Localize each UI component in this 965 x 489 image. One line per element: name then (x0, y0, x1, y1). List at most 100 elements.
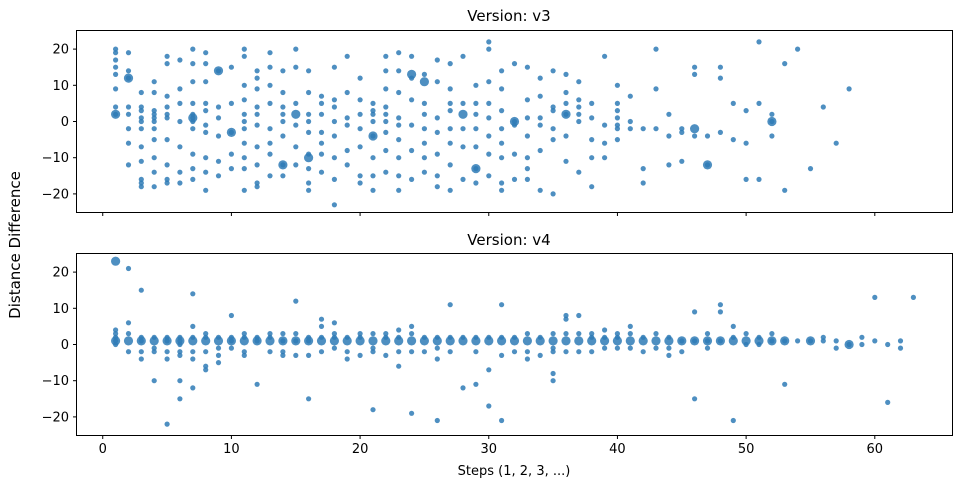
data-point-large (419, 336, 429, 346)
data-point (692, 64, 698, 70)
data-point (215, 352, 222, 358)
data-point (743, 108, 749, 114)
data-point (177, 396, 183, 402)
data-point (344, 122, 350, 128)
data-point (859, 334, 865, 340)
data-point (447, 108, 453, 114)
data-point (473, 144, 479, 150)
data-point (434, 129, 440, 135)
data-point (267, 100, 273, 106)
data-point (228, 166, 234, 172)
y-tick-label: −10 (42, 374, 69, 389)
data-point (215, 345, 222, 351)
data-point (241, 126, 247, 132)
data-point (421, 100, 427, 106)
data-point (254, 184, 260, 190)
data-point (151, 345, 157, 351)
data-point (383, 68, 389, 74)
data-point (370, 187, 376, 193)
data-point-large (213, 66, 224, 76)
data-point (280, 352, 286, 358)
data-point (138, 356, 144, 362)
data-point-large (625, 336, 635, 346)
data-point-large (265, 336, 275, 346)
data-point (589, 331, 595, 337)
data-point (589, 100, 595, 106)
data-point (524, 97, 531, 103)
data-point (499, 187, 505, 193)
data-point (383, 129, 389, 135)
data-point (151, 108, 157, 114)
data-point (331, 64, 337, 70)
data-point (177, 144, 183, 150)
data-point (125, 320, 132, 326)
data-point (151, 184, 157, 190)
data-point (138, 89, 144, 96)
data-point (190, 151, 196, 157)
data-point (692, 133, 698, 139)
x-tick-label: 60 (867, 442, 884, 457)
data-point (138, 180, 144, 186)
data-point (409, 122, 415, 128)
data-point (177, 57, 183, 63)
data-point (434, 151, 440, 157)
data-point-large (123, 73, 134, 83)
panel-v3: Version: v3 −20 −10 0 10 20 (42, 7, 953, 216)
data-point (409, 147, 415, 154)
data-point (782, 381, 788, 387)
data-point (318, 316, 325, 322)
data-point (228, 345, 234, 351)
y-axis-label: Distance Difference (6, 171, 24, 319)
data-point (151, 118, 157, 125)
data-point (254, 162, 260, 168)
data-point (897, 338, 904, 344)
data-point (113, 46, 119, 52)
data-point (306, 187, 312, 193)
data-point (241, 187, 247, 193)
data-point (190, 356, 196, 362)
data-point (318, 111, 325, 117)
data-point (486, 100, 492, 106)
data-point (151, 126, 157, 132)
data-point (241, 140, 247, 146)
data-point-large (445, 336, 455, 346)
data-point (344, 53, 350, 59)
data-point (383, 111, 389, 117)
data-point (396, 349, 402, 355)
data-point (164, 61, 170, 67)
data-point (177, 169, 183, 175)
data-point (743, 140, 749, 146)
data-point (138, 126, 144, 132)
data-point (756, 100, 762, 106)
data-point (704, 345, 711, 351)
data-point (550, 104, 556, 110)
data-point-large (690, 124, 700, 134)
data-point-large (342, 336, 352, 346)
data-point (511, 349, 518, 355)
data-point-large (226, 336, 236, 346)
data-point (138, 349, 144, 355)
data-point (254, 86, 260, 92)
data-point (331, 155, 337, 161)
data-point (563, 349, 569, 355)
data-point (177, 180, 183, 186)
data-point (576, 104, 582, 110)
data-point (486, 173, 492, 179)
data-point (241, 166, 247, 172)
data-point (563, 100, 569, 106)
data-point (293, 162, 299, 168)
data-point-large (548, 336, 558, 346)
data-point-large (471, 164, 481, 174)
data-point (524, 64, 531, 70)
data-point (164, 111, 170, 117)
data-point (820, 338, 826, 344)
data-point-large (587, 336, 597, 346)
data-point (486, 115, 492, 121)
data-point (370, 111, 376, 117)
data-point (331, 331, 337, 337)
data-point (254, 75, 260, 81)
data-point (820, 104, 826, 110)
data-point (113, 57, 119, 63)
data-point-large (780, 336, 790, 346)
data-point (460, 100, 466, 106)
